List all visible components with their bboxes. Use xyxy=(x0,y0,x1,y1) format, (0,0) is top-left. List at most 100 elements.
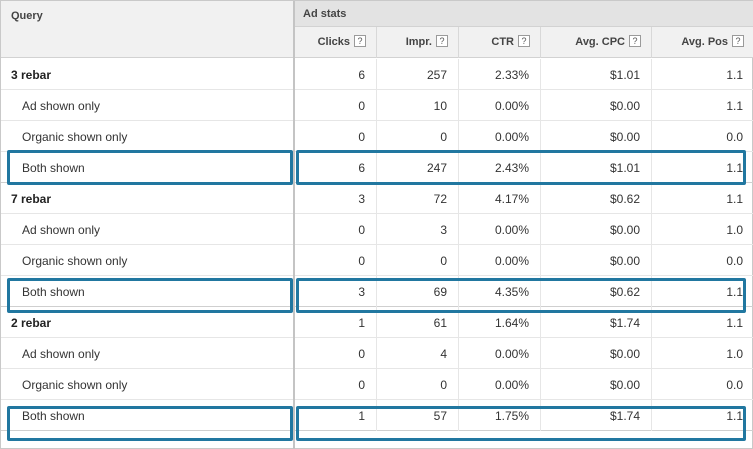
impressions-cell: 0 xyxy=(376,369,458,400)
avg-pos-cell-value: 1.0 xyxy=(726,223,743,237)
help-icon[interactable]: ? xyxy=(436,35,448,47)
clicks-cell: 3 xyxy=(294,183,376,214)
clicks-cell: 6 xyxy=(294,59,376,90)
avg-cpc-cell-value: $1.74 xyxy=(609,316,640,330)
ctr-column-header[interactable]: CTR ? xyxy=(458,27,540,58)
avg-pos-cell: 1.0 xyxy=(651,214,753,245)
clicks-cell: 0 xyxy=(294,369,376,400)
clicks-cell-value: 3 xyxy=(358,285,365,299)
avg-pos-cell-value: 0.0 xyxy=(726,378,743,392)
avg-pos-cell-value: 1.1 xyxy=(726,316,743,330)
ctr-cell: 0.00% xyxy=(458,245,540,276)
table-row: 7 rebar 3 72 4.17% $0.62 1.1 xyxy=(1,183,753,214)
help-icon[interactable]: ? xyxy=(629,35,641,47)
impressions-cell: 257 xyxy=(376,59,458,90)
ctr-cell: 0.00% xyxy=(458,338,540,369)
avg-pos-cell: 1.1 xyxy=(651,59,753,90)
avg-pos-cell: 1.1 xyxy=(651,400,753,431)
query-cell: Ad shown only xyxy=(1,338,293,369)
query-label: 2 rebar xyxy=(11,316,52,330)
avg-cpc-cell-value: $1.01 xyxy=(609,68,640,82)
table-body: 3 rebar 6 257 2.33% $1.01 1.1 Ad shown only 0 10… xyxy=(1,59,753,431)
query-cell: 3 rebar xyxy=(1,59,293,90)
clicks-cell-value: 3 xyxy=(358,192,365,206)
clicks-cell-value: 0 xyxy=(358,99,365,113)
query-column-header[interactable]: Query xyxy=(1,1,294,58)
clicks-cell: 0 xyxy=(294,214,376,245)
query-label: Ad shown only xyxy=(22,223,101,237)
impressions-cell: 69 xyxy=(376,276,458,307)
avg-cpc-cell-value: $0.62 xyxy=(609,285,640,299)
avg-pos-column-header[interactable]: Avg. Pos ? xyxy=(651,27,753,58)
query-label: Both shown xyxy=(22,285,85,299)
avg-cpc-column-header[interactable]: Avg. CPC ? xyxy=(540,27,651,58)
impressions-cell-value: 0 xyxy=(440,254,447,268)
impressions-cell-value: 247 xyxy=(426,161,447,175)
query-label: Organic shown only xyxy=(22,254,128,268)
clicks-cell: 0 xyxy=(294,121,376,152)
ctr-cell: 2.43% xyxy=(458,152,540,183)
query-cell: Ad shown only xyxy=(1,90,293,121)
avg-pos-cell: 1.1 xyxy=(651,183,753,214)
table-row: 3 rebar 6 257 2.33% $1.01 1.1 xyxy=(1,59,753,90)
clicks-cell: 1 xyxy=(294,307,376,338)
clicks-cell: 6 xyxy=(294,152,376,183)
avg-cpc-cell-value: $0.00 xyxy=(609,130,640,144)
help-icon[interactable]: ? xyxy=(518,35,530,47)
impressions-cell: 57 xyxy=(376,400,458,431)
table-row: 2 rebar 1 61 1.64% $1.74 1.1 xyxy=(1,307,753,338)
clicks-cell-value: 0 xyxy=(358,347,365,361)
avg-cpc-cell-value: $1.01 xyxy=(609,161,640,175)
impressions-cell-value: 69 xyxy=(433,285,447,299)
ctr-cell-value: 2.43% xyxy=(494,161,529,175)
table-row: Ad shown only 0 10 0.00% $0.00 1.1 xyxy=(1,90,753,121)
ctr-cell-value: 0.00% xyxy=(494,347,529,361)
query-cell: 7 rebar xyxy=(1,183,293,214)
avg-pos-cell-value: 1.1 xyxy=(726,192,743,206)
table-row: Organic shown only 0 0 0.00% $0.00 0.0 xyxy=(1,121,753,152)
avg-cpc-cell: $1.74 xyxy=(540,307,651,338)
avg-cpc-cell-value: $1.74 xyxy=(609,409,640,423)
avg-pos-cell-value: 1.1 xyxy=(726,285,743,299)
impressions-cell: 4 xyxy=(376,338,458,369)
avg-cpc-cell: $0.00 xyxy=(540,338,651,369)
table-row: Organic shown only 0 0 0.00% $0.00 0.0 xyxy=(1,369,753,400)
impressions-header-label: Impr. xyxy=(405,36,432,48)
ctr-cell-value: 0.00% xyxy=(494,99,529,113)
ctr-cell-value: 1.75% xyxy=(494,409,529,423)
avg-pos-cell: 1.0 xyxy=(651,338,753,369)
avg-pos-cell: 0.0 xyxy=(651,245,753,276)
table-row: Organic shown only 0 0 0.00% $0.00 0.0 xyxy=(1,245,753,276)
ctr-cell-value: 0.00% xyxy=(494,223,529,237)
clicks-cell: 0 xyxy=(294,90,376,121)
table-row: Ad shown only 0 4 0.00% $0.00 1.0 xyxy=(1,338,753,369)
help-icon[interactable]: ? xyxy=(354,35,366,47)
avg-pos-cell-value: 0.0 xyxy=(726,254,743,268)
avg-cpc-cell-value: $0.62 xyxy=(609,192,640,206)
impressions-cell: 247 xyxy=(376,152,458,183)
query-label: Ad shown only xyxy=(22,347,101,361)
avg-pos-header-label: Avg. Pos xyxy=(681,36,728,48)
impressions-cell: 0 xyxy=(376,245,458,276)
avg-cpc-cell-value: $0.00 xyxy=(609,347,640,361)
avg-pos-cell-value: 1.1 xyxy=(726,409,743,423)
table-row: Both shown 6 247 2.43% $1.01 1.1 xyxy=(1,152,753,183)
avg-pos-cell-value: 1.1 xyxy=(726,161,743,175)
query-label: Ad shown only xyxy=(22,99,101,113)
ad-stats-header-label: Ad stats xyxy=(303,8,347,20)
ctr-header-label: CTR xyxy=(491,36,514,48)
avg-cpc-cell: $0.00 xyxy=(540,121,651,152)
impressions-column-header[interactable]: Impr. ? xyxy=(376,27,458,58)
ctr-cell: 0.00% xyxy=(458,90,540,121)
query-label: Both shown xyxy=(22,161,85,175)
avg-cpc-cell-value: $0.00 xyxy=(609,223,640,237)
ctr-cell: 1.75% xyxy=(458,400,540,431)
impressions-cell-value: 72 xyxy=(433,192,447,206)
help-icon[interactable]: ? xyxy=(732,35,744,47)
avg-pos-cell: 1.1 xyxy=(651,276,753,307)
ctr-cell-value: 4.17% xyxy=(494,192,529,206)
avg-pos-cell: 0.0 xyxy=(651,369,753,400)
avg-cpc-cell: $0.00 xyxy=(540,245,651,276)
clicks-column-header[interactable]: Clicks ? xyxy=(294,27,376,58)
ctr-cell: 0.00% xyxy=(458,369,540,400)
